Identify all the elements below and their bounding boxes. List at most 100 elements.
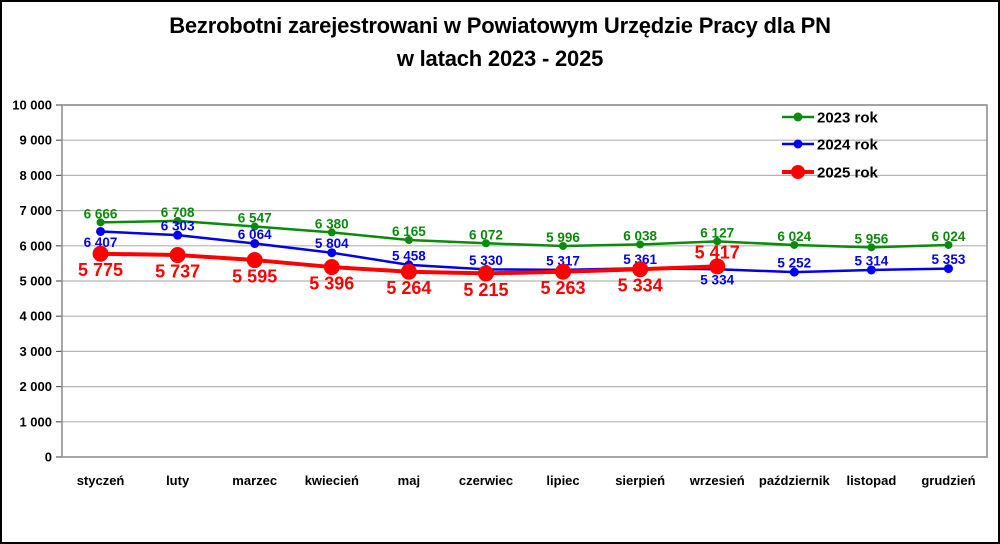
data-point-marker — [327, 248, 337, 258]
data-point-marker — [96, 218, 105, 227]
x-axis-label: lipiec — [546, 473, 579, 488]
data-value-label: 6 708 — [161, 205, 195, 220]
data-value-label: 5 804 — [315, 236, 349, 251]
x-axis-label: marzec — [232, 473, 277, 488]
data-value-label: 5 956 — [854, 231, 888, 246]
data-point-marker — [400, 263, 417, 280]
legend-label: 2025 rok — [817, 165, 879, 182]
x-axis-label: październik — [759, 473, 831, 488]
y-tick-label: 0 — [45, 450, 52, 465]
x-axis-label: grudzień — [921, 473, 975, 488]
data-value-label: 6 024 — [932, 229, 966, 244]
data-value-label: 5 595 — [232, 266, 277, 286]
y-tick-label: 9 000 — [19, 133, 52, 148]
x-axis-label: listopad — [846, 473, 896, 488]
data-value-label: 6 407 — [84, 235, 118, 250]
data-value-label: 5 353 — [932, 252, 966, 267]
data-point-marker — [943, 264, 953, 274]
legend-item-2023-rok: 2023 rok — [782, 110, 879, 127]
y-tick-label: 5 000 — [19, 274, 52, 289]
data-value-label: 5 417 — [695, 242, 740, 262]
x-axis-label: wrzesień — [689, 473, 745, 488]
data-value-label: 6 547 — [238, 211, 272, 226]
x-axis-label: sierpień — [615, 473, 665, 488]
data-value-label: 6 380 — [315, 216, 349, 231]
data-point-marker — [250, 239, 260, 249]
series-2023-rok: 6 666 6 708 6 547 6 380 6 165 6 072 5 996 6 038… — [84, 205, 966, 252]
y-tick-label: 1 000 — [19, 414, 52, 429]
data-value-label: 5 334 — [700, 273, 734, 288]
y-tick-label: 10 000 — [12, 98, 52, 113]
series-2024-rok: 6 407 6 303 6 064 5 804 5 458 5 330 5 317 5 361… — [84, 219, 966, 288]
chart-subtitle: w latach 2023 - 2025 — [396, 46, 604, 71]
y-tick-label: 6 000 — [19, 238, 52, 253]
data-value-label: 5 458 — [392, 248, 426, 263]
data-value-label: 6 038 — [623, 228, 657, 243]
series-2025-rok: 5 775 5 737 5 595 5 396 5 264 5 215 5 263 5 334… — [78, 242, 740, 300]
data-point-marker — [790, 240, 799, 249]
legend-item-2024-rok: 2024 rok — [782, 137, 879, 154]
x-axis-label: czerwiec — [459, 473, 513, 488]
data-value-label: 5 996 — [546, 230, 580, 245]
x-axis-label: styczeń — [77, 473, 125, 488]
y-tick-label: 4 000 — [19, 309, 52, 324]
data-value-label: 6 024 — [777, 229, 811, 244]
legend-marker-icon — [793, 112, 803, 122]
data-value-label: 6 303 — [161, 219, 195, 234]
data-value-label: 5 264 — [386, 278, 431, 298]
legend-label: 2024 rok — [817, 137, 879, 154]
y-tick-label: 8 000 — [19, 168, 52, 183]
data-point-marker — [559, 241, 568, 250]
data-point-marker — [867, 243, 876, 252]
data-point-marker — [173, 216, 182, 225]
plot-area-border — [61, 104, 988, 458]
data-point-marker — [636, 240, 645, 249]
data-point-marker — [555, 263, 572, 280]
data-point-marker — [944, 240, 953, 249]
data-point-marker — [866, 265, 876, 275]
chart-title-block: Bezrobotni zarejestrowani w Powiatowym U… — [2, 9, 998, 75]
y-tick-label: 2 000 — [19, 379, 52, 394]
data-point-marker — [713, 237, 722, 246]
data-value-label: 6 666 — [84, 206, 118, 221]
data-value-label: 6 064 — [238, 227, 272, 242]
legend-marker-icon — [791, 165, 805, 179]
y-tick-label: 3 000 — [19, 344, 52, 359]
data-value-label: 5 396 — [309, 273, 354, 293]
x-axis-label: luty — [166, 473, 190, 488]
data-value-label: 6 072 — [469, 227, 503, 242]
data-value-label: 5 737 — [155, 261, 200, 281]
data-point-marker — [327, 228, 336, 237]
data-point-marker — [789, 267, 799, 277]
data-point-marker — [250, 222, 259, 231]
data-point-marker — [323, 259, 340, 276]
chart-title: Bezrobotni zarejestrowani w Powiatowym U… — [169, 13, 831, 38]
data-value-label: 5 775 — [78, 260, 123, 280]
data-point-marker — [709, 258, 726, 275]
data-value-label: 5 317 — [546, 253, 580, 268]
legend-marker-icon — [793, 139, 803, 149]
series-line-2024-rok — [99, 230, 950, 274]
data-point-marker — [96, 226, 106, 236]
data-point-marker — [169, 247, 186, 264]
data-point-marker — [477, 265, 494, 282]
data-point-marker — [246, 252, 263, 269]
data-value-label: 5 263 — [541, 278, 586, 298]
data-value-label: 5 361 — [623, 252, 657, 267]
x-axis-label: maj — [398, 473, 420, 488]
data-value-label: 5 314 — [854, 253, 888, 268]
legend-label: 2023 rok — [817, 110, 879, 127]
data-value-label: 6 165 — [392, 224, 426, 239]
data-point-marker — [173, 230, 183, 240]
series-line-2023-rok — [99, 219, 950, 249]
x-axis-label: kwiecień — [305, 473, 359, 488]
legend-item-2025-rok: 2025 rok — [782, 165, 879, 182]
data-value-label: 5 330 — [469, 253, 503, 268]
data-point-marker — [404, 235, 413, 244]
data-point-marker — [92, 245, 109, 262]
data-value-label: 5 215 — [463, 280, 508, 300]
y-tick-label: 7 000 — [19, 203, 52, 218]
data-point-marker — [632, 261, 649, 278]
